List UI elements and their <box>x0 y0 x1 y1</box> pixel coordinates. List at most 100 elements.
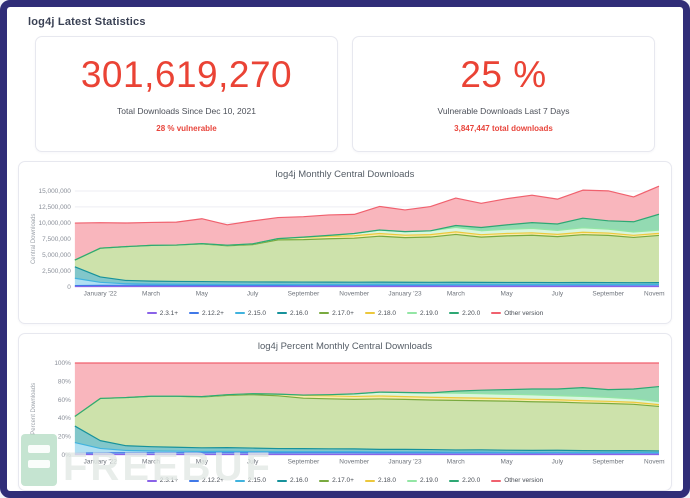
x-tick-label: July <box>247 291 259 298</box>
area-series-Other version <box>74 186 659 261</box>
y-tick-label: 60% <box>58 396 71 403</box>
x-tick-label: September <box>592 458 624 465</box>
legend-swatch <box>449 479 460 482</box>
monthly-downloads-legend: 2.3.1+ 2.12.2+ 2.15.0 2.16.0 2.17.0+ 2.18.0 2.… <box>25 309 665 320</box>
legend-item-2.17.0+[interactable]: 2.17.0+ <box>319 477 354 484</box>
x-tick-label: July <box>552 291 564 298</box>
legend-item-2.17.0+[interactable]: 2.17.0+ <box>319 310 354 317</box>
line-series-2.20.0 <box>74 385 660 417</box>
legend-item-2.18.0[interactable]: 2.18.0 <box>364 477 397 485</box>
monthly-downloads-chart-card: log4j Monthly Central Downloads 0 2,500,0… <box>18 161 672 324</box>
legend-swatch <box>189 479 200 482</box>
area-series-2.18.0 <box>74 393 659 417</box>
legend-label: 2.20.0 <box>462 309 481 317</box>
x-tick-label: January '22 <box>84 291 118 298</box>
legend-swatch <box>449 311 460 315</box>
stat-card-total-downloads: 301,619,270 Total Downloads Since Dec 10… <box>35 36 338 152</box>
percent-downloads-chart[interactable]: 0% 20% 40% 60% 80% 100% January '22 March May Jul… <box>25 355 665 477</box>
legend-item-2.3.1+[interactable]: 2.3.1+ <box>146 477 179 485</box>
legend-item-2.12.2+[interactable]: 2.12.2+ <box>189 477 224 484</box>
area-series-Other version <box>74 362 659 417</box>
y-tick-label: 10,000,000 <box>38 220 71 227</box>
legend-label: 2.12.2+ <box>202 309 224 317</box>
y-tick-label: 0 <box>67 284 71 291</box>
y-tick-label: 100% <box>54 360 71 367</box>
vulnerable-percent-label: Vulnerable Downloads Last 7 Days <box>437 105 570 116</box>
y-tick-label: 0% <box>62 451 72 458</box>
legend-item-2.16.0[interactable]: 2.16.0 <box>277 310 308 317</box>
legend-swatch <box>319 311 330 315</box>
y-tick-label: 40% <box>58 415 71 422</box>
legend-label: 2.19.0 <box>420 477 439 485</box>
x-tick-label: March <box>142 458 160 465</box>
x-tick-label: July <box>552 458 564 465</box>
legend-label: 2.18.0 <box>377 477 397 485</box>
vulnerable-percent-sublabel: 3,847,447 total downloads <box>454 123 553 133</box>
legend-item-2.12.2+[interactable]: 2.12.2+ <box>189 310 224 317</box>
legend-item-2.3.1+[interactable]: 2.3.1+ <box>146 309 179 317</box>
stat-card-vulnerable-percent: 25 % Vulnerable Downloads Last 7 Days 3,… <box>352 36 655 152</box>
y-tick-label: 12,500,000 <box>38 204 71 211</box>
legend-item-2.16.0[interactable]: 2.16.0 <box>277 477 308 484</box>
legend-item-Other version[interactable]: Other version <box>491 477 543 484</box>
line-series-2.20.0 <box>74 213 660 261</box>
monthly-downloads-chart[interactable]: 0 2,500,000 5,000,000 7,500,000 10,000,000 12… <box>25 183 665 309</box>
y-tick-label: 20% <box>58 433 71 440</box>
x-tick-label: January '23 <box>388 458 422 465</box>
x-tick-label: July <box>247 458 259 465</box>
legend-item-2.20.0[interactable]: 2.20.0 <box>449 310 480 317</box>
x-tick-label: May <box>500 458 513 465</box>
area-series-2.20.0 <box>74 214 659 261</box>
x-tick-label: May <box>196 458 209 465</box>
legend-swatch <box>277 479 287 482</box>
y-tick-label: 7,500,000 <box>42 236 71 243</box>
percent-downloads-chart-card: log4j Percent Monthly Central Downloads … <box>18 332 672 491</box>
legend-swatch <box>407 311 418 315</box>
legend-swatch <box>491 479 502 482</box>
legend-label: 2.15.0 <box>247 477 266 485</box>
legend-swatch <box>234 479 245 482</box>
line-series-2.15.0 <box>74 277 659 286</box>
legend-swatch <box>364 479 375 482</box>
x-tick-label: September <box>288 458 320 465</box>
legend-label: 2.17.0+ <box>332 309 354 317</box>
legend-label: 2.20.0 <box>462 477 481 485</box>
legend-swatch <box>189 311 200 315</box>
legend-label: 2.3.1+ <box>159 309 179 317</box>
legend-item-2.20.0[interactable]: 2.20.0 <box>449 477 480 484</box>
percent-downloads-legend: 2.3.1+ 2.12.2+ 2.15.0 2.16.0 2.17.0+ 2.18.0 2.… <box>25 476 665 487</box>
legend-item-2.18.0[interactable]: 2.18.0 <box>364 310 396 317</box>
legend-item-2.15.0[interactable]: 2.15.0 <box>234 310 266 317</box>
legend-label: Other version <box>504 309 544 317</box>
legend-label: 2.19.0 <box>420 309 439 317</box>
legend-swatch <box>277 311 287 315</box>
total-downloads-value: 301,619,270 <box>80 53 293 95</box>
legend-item-2.15.0[interactable]: 2.15.0 <box>234 477 266 485</box>
total-downloads-sublabel: 28 % vulnerable <box>156 123 217 133</box>
area-series-2.15.0 <box>74 442 659 453</box>
line-series-2.15.0 <box>74 441 659 453</box>
y-axis-title: Central Downloads <box>31 214 37 264</box>
line-series-Other version <box>74 185 660 226</box>
x-tick-label: September <box>592 291 624 298</box>
page-title: log4j Latest Statistics <box>28 16 146 28</box>
legend-swatch <box>146 479 157 482</box>
x-tick-label: January '22 <box>84 458 118 465</box>
legend-label: 2.3.1+ <box>159 477 179 485</box>
legend-swatch <box>319 479 330 482</box>
x-tick-label: January '23 <box>388 291 422 298</box>
legend-item-Other version[interactable]: Other version <box>491 310 543 317</box>
x-tick-label: November <box>644 458 665 465</box>
legend-label: 2.17.0+ <box>332 477 354 485</box>
legend-swatch <box>491 311 502 315</box>
legend-label: 2.12.2+ <box>202 477 224 485</box>
area-series-2.17.0+ <box>74 394 659 451</box>
area-series-2.17.0+ <box>74 234 659 283</box>
area-series-2.16.0 <box>74 425 659 453</box>
legend-item-2.19.0[interactable]: 2.19.0 <box>407 310 438 317</box>
legend-item-2.19.0[interactable]: 2.19.0 <box>407 477 438 484</box>
vulnerable-percent-value: 25 % <box>460 53 547 95</box>
line-series-2.16.0 <box>74 425 659 452</box>
x-tick-label: November <box>644 291 665 298</box>
